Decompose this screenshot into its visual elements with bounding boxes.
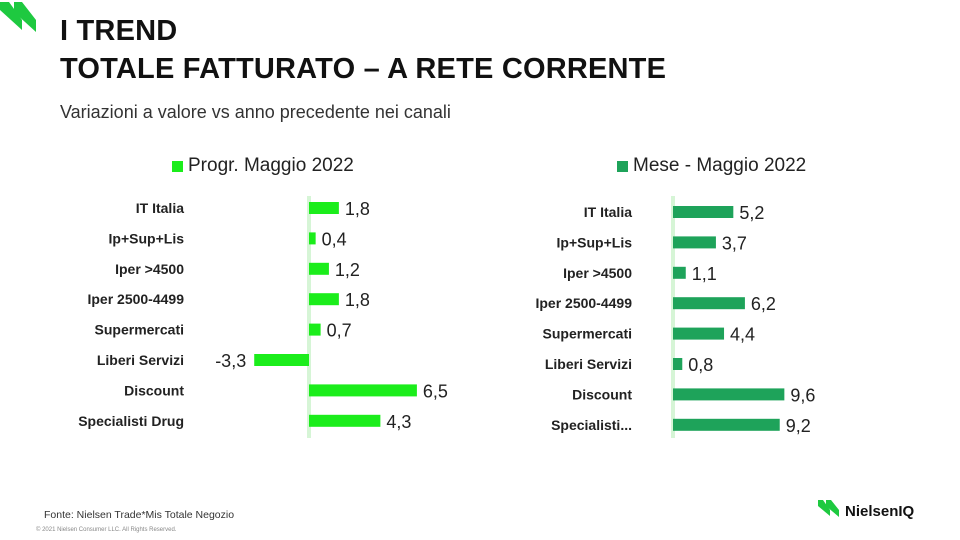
right-data-label: 4,4 [730,325,755,345]
left-bar [309,232,316,245]
brand-name: NielsenIQ [845,502,915,520]
right-data-label: 9,6 [790,385,815,405]
source-note: Fonte: Nielsen Trade*Mis Totale Negozio [44,509,235,521]
right-bar [673,297,745,310]
right-data-label: 3,7 [722,233,747,253]
left-category-label: IT Italia [136,200,184,216]
left-category-label: Specialisti Drug [78,413,184,429]
left-category-label: Discount [124,382,184,398]
right-category-label: Supermercati [543,326,632,342]
left-category-label: Supermercati [95,322,184,338]
left-data-label: 6,5 [423,381,448,401]
copyright-note: © 2021 Nielsen Consumer LLC. All Rights … [36,527,177,533]
right-legend-swatch [617,160,628,172]
right-data-label: 9,2 [786,416,811,436]
left-bar [309,293,339,306]
left-category-label: Iper 2500-4499 [87,291,184,307]
left-data-label: 0,4 [322,229,347,249]
left-data-label: 0,7 [327,321,352,341]
right-category-label: IT Italia [584,204,632,220]
left-legend-swatch [172,160,183,172]
right-bar [673,327,725,340]
left-bar [309,262,329,275]
left-data-label: 1,8 [345,290,370,310]
left-category-label: Ip+Sup+Lis [109,230,185,246]
right-bar [673,236,716,249]
right-bar [673,358,683,370]
right-bar [673,388,785,401]
left-bar [309,202,339,214]
right-category-label: Ip+Sup+Lis [557,234,633,250]
left-bar [254,354,309,366]
right-category-label: Specialisti... [551,417,632,433]
right-category-label: Iper >4500 [563,265,632,281]
left-bar [309,323,321,336]
left-data-label: 1,2 [335,260,360,280]
left-bar [309,384,417,397]
left-data-label: 4,3 [386,412,411,432]
right-category-label: Discount [572,386,632,402]
left-data-label: -3,3 [215,351,246,371]
left-category-label: Liberi Servizi [97,352,184,368]
title-line-2: TOTALE FATTURATO – A RETE CORRENTE [60,53,667,85]
right-data-label: 5,2 [739,203,764,223]
right-bar [673,418,780,431]
title-line-1: I TREND [60,15,178,47]
right-category-label: Iper 2500-4499 [535,295,632,311]
right-data-label: 0,8 [688,355,713,375]
right-data-label: 6,2 [751,294,776,314]
left-legend-label: Progr. Maggio 2022 [188,155,354,176]
nielseniq-logo: NielsenIQ [818,500,914,522]
left-category-label: Iper >4500 [115,261,184,277]
right-legend-label: Mese - Maggio 2022 [633,155,807,176]
right-chart-legend: Mese - Maggio 2022 [617,155,806,177]
nielseniq-mark-icon [818,500,839,517]
right-bar [673,266,686,279]
page-subtitle: Variazioni a valore vs anno precedente n… [60,102,451,122]
right-category-label: Liberi Servizi [545,356,632,372]
page-title: I TREND TOTALE FATTURATO – A RETE CORREN… [60,12,666,88]
left-chart-legend: Progr. Maggio 2022 [172,155,354,177]
right-data-label: 1,1 [692,264,717,284]
left-bar [309,414,381,427]
left-data-label: 1,8 [345,199,370,219]
right-bar [673,206,734,218]
nielsen-logo-mark-icon [0,2,36,32]
